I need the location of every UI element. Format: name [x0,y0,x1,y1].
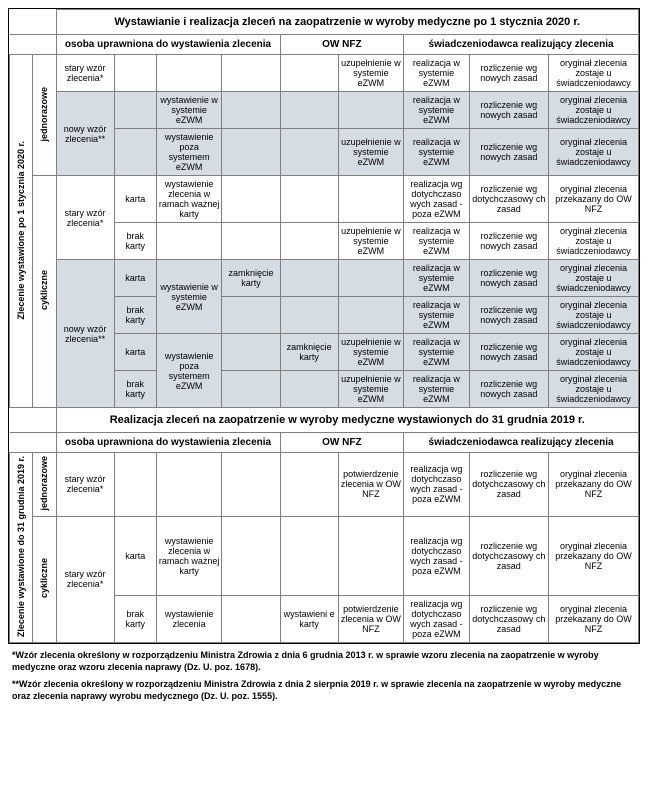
cell: oryginał zlecenia zostaje u świadczeniod… [548,129,638,176]
cell: nowy wzór zlecenia** [56,92,114,176]
cell: karta [114,260,156,297]
cell: wystawieni e karty [280,596,338,643]
cell: oryginał zlecenia przekazany do OW NFZ [548,516,638,596]
cell: realizacja w systemie eZWM [404,92,470,129]
cell: rozliczenie wg nowych zasad [469,129,548,176]
section2-title-row: Realizacja zleceń na zaopatrzenie w wyro… [10,408,639,433]
cell: uzupełnienie w systemie eZWM [338,371,404,408]
cell: oryginał zlecenia zostaje u świadczeniod… [548,223,638,260]
cell: karta [114,334,156,371]
cell: karta [114,516,156,596]
table-row: nowy wzór zlecenia** karta wystawienie w… [10,260,639,297]
header-col2: OW NFZ [280,35,404,55]
section1-title-row: Wystawianie i realizacja zleceń na zaopa… [10,10,639,35]
cell: potwierdzenie zlecenia w OW NFZ [338,453,404,517]
section2-header-row: osoba uprawniona do wystawienia zlecenia… [10,433,639,453]
cell: oryginał zlecenia zostaje u świadczeniod… [548,297,638,334]
cell: brak karty [114,223,156,260]
table-row: cykliczne stary wzór zlecenia* karta wys… [10,176,639,223]
cell: wystawienie zlecenia w ramach ważnej kar… [156,516,222,596]
cell: rozliczenie wg dotychczasowy ch zasad [469,596,548,643]
cell: rozliczenie wg nowych zasad [469,371,548,408]
cell: realizacja wg dotychczaso wych zasad - p… [404,176,470,223]
cell: oryginał zlecenia zostaje u świadczeniod… [548,334,638,371]
footnote-1: *Wzór zlecenia określony w rozporządzeni… [8,644,640,673]
cell: oryginał zlecenia zostaje u świadczeniod… [548,55,638,92]
section2-title: Realizacja zleceń na zaopatrzenie w wyro… [56,408,639,433]
cell: karta [114,176,156,223]
cell: oryginał zlecenia przekazany do OW NFZ [548,176,638,223]
cell: rozliczenie wg nowych zasad [469,260,548,297]
cell: oryginał zlecenia zostaje u świadczeniod… [548,92,638,129]
cell: realizacja wg dotychczaso wych zasad - p… [404,516,470,596]
main-table: Wystawianie i realizacja zleceń na zaopa… [9,9,639,643]
cell: wystawienie poza systemem eZWM [156,129,222,176]
cell: wystawienie poza systemem eZWM [156,334,222,408]
cell: wystawienie w systemie eZWM [156,92,222,129]
cell: uzupełnienie w systemie eZWM [338,55,404,92]
header-col3: świadczeniodawca realizujący zlecenia [404,35,639,55]
cell: realizacja wg dotychczaso wych zasad - p… [404,596,470,643]
cell: realizacja w systemie eZWM [404,223,470,260]
cell: rozliczenie wg dotychczasowy ch zasad [469,453,548,517]
footnote-2: **Wzór zlecenia określony w rozporządzen… [8,673,640,702]
section1-title: Wystawianie i realizacja zleceń na zaopa… [56,10,639,35]
cell: brak karty [114,596,156,643]
cell: stary wzór zlecenia* [56,176,114,260]
cell: realizacja w systemie eZWM [404,371,470,408]
cell: rozliczenie wg nowych zasad [469,55,548,92]
cell: oryginał zlecenia przekazany do OW NFZ [548,596,638,643]
header-col2: OW NFZ [280,433,404,453]
cell: realizacja w systemie eZWM [404,334,470,371]
cell: realizacja w systemie eZWM [404,129,470,176]
table-row: cykliczne stary wzór zlecenia* karta wys… [10,516,639,596]
cell: potwierdzenie zlecenia w OW NFZ [338,596,404,643]
header-col1: osoba uprawniona do wystawienia zlecenia [56,35,280,55]
cell: rozliczenie wg nowych zasad [469,92,548,129]
cell: oryginał zlecenia przekazany do OW NFZ [548,453,638,517]
cell: zamknięcie karty [280,334,338,371]
table-row: Zlecenie wystawione po 1 stycznia 2020 r… [10,55,639,92]
sub-label-cykliczne: cykliczne [39,270,49,310]
cell: uzupełnienie w systemie eZWM [338,223,404,260]
cell: uzupełnienie w systemie eZWM [338,129,404,176]
cell: wystawienie w systemie eZWM [156,260,222,334]
cell: brak karty [114,371,156,408]
cell: realizacja w systemie eZWM [404,297,470,334]
cell: stary wzór zlecenia* [56,516,114,643]
cell: rozliczenie wg nowych zasad [469,297,548,334]
header-col3: świadczeniodawca realizujący zlecenia [404,433,639,453]
cell: brak karty [114,297,156,334]
cell: rozliczenie wg dotychczasowy ch zasad [469,516,548,596]
cell: wystawienie zlecenia w ramach ważnej kar… [156,176,222,223]
cell: rozliczenie wg nowych zasad [469,223,548,260]
table-row: nowy wzór zlecenia** wystawienie w syste… [10,92,639,129]
cell: zamknięcie karty [222,260,280,297]
cell: stary wzór zlecenia* [56,453,114,517]
table-row: Zlecenie wystawione do 31 grudnia 2019 r… [10,453,639,517]
cell: realizacja w systemie eZWM [404,260,470,297]
cell: nowy wzór zlecenia** [56,260,114,408]
cell: stary wzór zlecenia* [56,55,114,92]
cell: realizacja w systemie eZWM [404,55,470,92]
cell: realizacja wg dotychczaso wych zasad - p… [404,453,470,517]
cell: oryginał zlecenia zostaje u świadczeniod… [548,371,638,408]
side-label-1: Zlecenie wystawione po 1 stycznia 2020 r… [16,141,26,320]
cell: uzupełnienie w systemie eZWM [338,334,404,371]
sub-label-jednorazowe-2: jednorazowe [39,456,49,511]
sub-label-cykliczne-2: cykliczne [39,558,49,598]
header-col1: osoba uprawniona do wystawienia zlecenia [56,433,280,453]
cell: wystawienie zlecenia [156,596,222,643]
cell: rozliczenie wg nowych zasad [469,334,548,371]
cell: oryginał zlecenia zostaje u świadczeniod… [548,260,638,297]
sub-label-jednorazowe: jednorazowe [39,87,49,142]
section1-header-row: osoba uprawniona do wystawienia zlecenia… [10,35,639,55]
cell: rozliczenie wg dotychczasowy ch zasad [469,176,548,223]
side-label-2: Zlecenie wystawione do 31 grudnia 2019 r… [16,456,26,637]
